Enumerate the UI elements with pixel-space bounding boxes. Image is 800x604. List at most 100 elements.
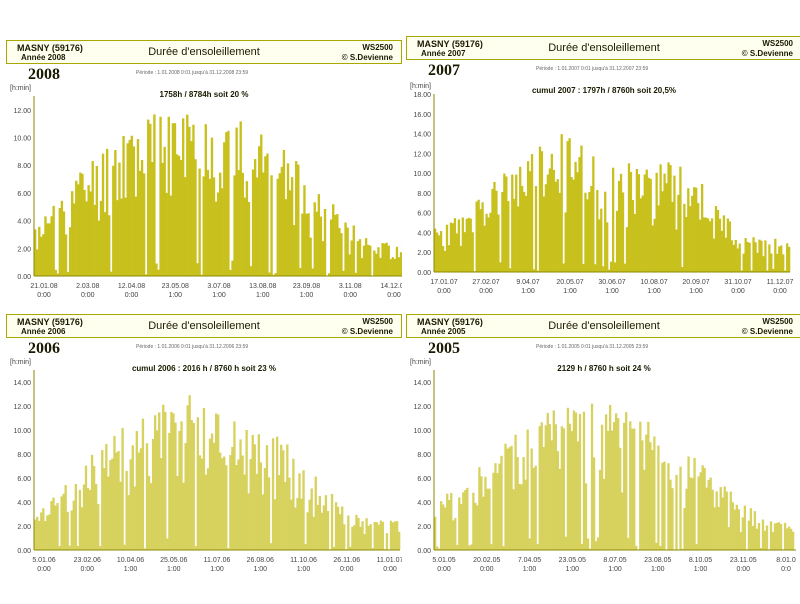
x-tick-time: 1:00 [297, 566, 311, 573]
y-tick-label: 2.00 [17, 524, 31, 531]
sunshine-bar [762, 520, 764, 550]
sunshine-bar [561, 426, 563, 550]
sunshine-bar [758, 240, 760, 272]
sunshine-bar [586, 199, 588, 272]
sunshine-bar [752, 526, 754, 550]
sunshine-bar [675, 230, 677, 272]
sunshine-bar [490, 544, 492, 550]
x-tick-label: 23.05.05 [559, 557, 586, 564]
sunshine-bar [597, 537, 599, 550]
x-tick-time: 0:00 [81, 292, 95, 299]
sunshine-bar [555, 182, 557, 272]
sunshine-bar [50, 501, 52, 550]
sunshine-bar [318, 194, 320, 276]
sunshine-bar [71, 191, 73, 276]
sunshine-bar [669, 165, 671, 272]
sunshine-bar [254, 159, 256, 276]
sunshine-bar [193, 423, 195, 550]
sunshine-bar [147, 120, 149, 276]
sunshine-bar [606, 222, 608, 272]
sunshine-bar [184, 443, 186, 550]
sunshine-bar [675, 475, 677, 550]
sunshine-bar [284, 482, 286, 550]
x-tick-label: 17.01.07 [430, 279, 457, 286]
y-tick-label: 12.00 [13, 404, 31, 411]
x-tick-time: 1:00 [565, 566, 579, 573]
sunshine-bar [83, 484, 85, 550]
sunshine-bar [651, 450, 653, 550]
sunshine-bar [67, 512, 69, 550]
sunshine-bar [260, 462, 262, 550]
sunshine-bar [400, 252, 402, 276]
sunshine-bar [464, 490, 466, 550]
sunshine-bar [94, 205, 96, 276]
x-tick-label: 23.11.05 [730, 557, 757, 564]
sunshine-bar [466, 488, 468, 550]
sunshine-bar [79, 173, 81, 276]
sunshine-bar [113, 436, 115, 550]
x-tick-label: 8.01.0 [776, 557, 796, 564]
sunshine-bar [280, 445, 282, 550]
sunshine-bar [737, 248, 739, 272]
sunshine-bar [237, 460, 239, 550]
sunshine-bar [545, 184, 547, 272]
sunshine-bar [349, 254, 351, 276]
sunshine-bar [509, 268, 511, 272]
sunshine-bar [71, 510, 73, 550]
x-tick-label: 23.05.08 [162, 283, 189, 290]
sunshine-bar [172, 123, 174, 276]
sunshine-bar [497, 215, 499, 272]
sunshine-bar [217, 415, 219, 550]
sunshine-bar [153, 114, 155, 276]
sunshine-bar [772, 532, 774, 550]
sunshine-bar [166, 193, 168, 276]
sunshine-bar [541, 151, 543, 272]
x-tick-label: 3.11.08 [339, 283, 362, 290]
sunshine-bar [324, 209, 326, 276]
sunshine-bar [276, 437, 278, 550]
sunshine-bar [211, 434, 213, 550]
sunshine-bar [120, 199, 122, 276]
sunshine-bar [444, 508, 446, 550]
x-tick-label: 20.09.07 [682, 279, 709, 286]
sunshine-bar [567, 141, 569, 272]
sunshine-bar [353, 225, 355, 276]
sunshine-bar [656, 173, 658, 272]
sunshine-bar [288, 478, 290, 550]
sunshine-bar [344, 223, 346, 276]
sunshine-bar [189, 395, 191, 550]
sunshine-bar [701, 184, 703, 272]
sunshine-bar [109, 460, 111, 550]
sunshine-bar [252, 169, 254, 276]
sunshine-bar [657, 205, 659, 272]
sunshine-bar [361, 258, 363, 276]
sunshine-bar [346, 228, 348, 276]
sunshine-bar [553, 170, 555, 272]
sunshine-bar [225, 132, 227, 276]
sunshine-bar [256, 177, 258, 276]
sunshine-bar [665, 183, 667, 272]
sunshine-bar [450, 222, 452, 272]
sunshine-bar [215, 202, 217, 276]
sunshine-bar [766, 526, 768, 550]
sunshine-bar [374, 522, 376, 550]
x-tick-label: 31.10.07 [724, 279, 751, 286]
sunshine-bar [133, 146, 135, 276]
sunshine-bar [792, 532, 794, 550]
x-tick-label: 13.08.08 [249, 283, 276, 290]
sunshine-bar [474, 503, 476, 550]
sunshine-bar [531, 449, 533, 550]
sunshine-bar [55, 270, 57, 276]
sunshine-bar [485, 214, 487, 272]
sunshine-bar [322, 241, 324, 276]
x-tick-time: 1:00 [167, 566, 181, 573]
y-tick-label: 6.00 [17, 191, 31, 198]
sunshine-bar [595, 541, 597, 550]
sunshine-bar [59, 208, 61, 276]
sunshine-bar [448, 245, 450, 272]
sunshine-bar [667, 463, 669, 550]
sunshine-bar [219, 453, 221, 550]
sunshine-bar [578, 157, 580, 272]
sunshine-bar [152, 439, 154, 550]
sunshine-bar [351, 527, 353, 550]
